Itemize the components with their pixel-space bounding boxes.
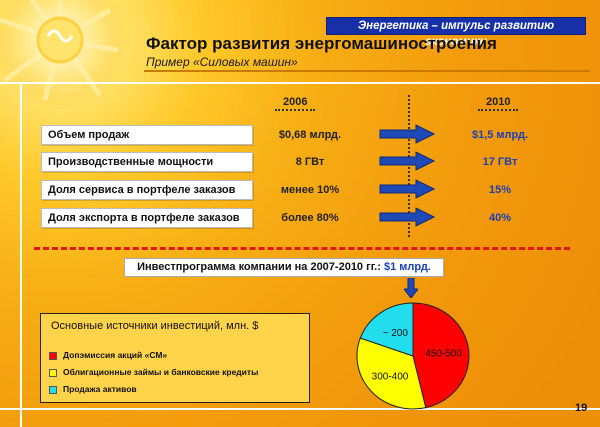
row-label-capacity: Производственные мощности bbox=[41, 152, 253, 172]
page-number: 19 bbox=[575, 402, 588, 414]
header-badge: Энергетика – импульс развитию экономики bbox=[326, 17, 586, 48]
legend-item-shares: Допэмиссия акций «СМ» bbox=[49, 350, 167, 360]
legend-box: Основные источники инвестиций, млн. $ До… bbox=[40, 313, 310, 403]
year-2010: 2010 bbox=[478, 96, 519, 111]
legend-swatch-yellow bbox=[49, 368, 57, 377]
frame-line-bottom bbox=[0, 408, 600, 410]
row-label-service: Доля сервиса в портфеле заказов bbox=[41, 180, 253, 200]
row-export-2006: более 80% bbox=[281, 212, 339, 224]
row-export-2010: 40% bbox=[488, 212, 512, 224]
row-label-export: Доля экспорта в портфеле заказов bbox=[41, 208, 253, 228]
frame-line-left bbox=[20, 82, 22, 427]
arrow-right-icon bbox=[379, 179, 436, 199]
legend-swatch-cyan bbox=[49, 385, 57, 394]
legend-swatch-red bbox=[49, 351, 57, 360]
row-sales-2010: $1,5 млрд. bbox=[471, 129, 529, 141]
legend-item-bonds: Облигационные займы и банковские кредиты bbox=[49, 367, 258, 377]
row-sales-2006: $0,68 млрд. bbox=[278, 129, 342, 141]
page-subtitle: Пример «Силовых машин» bbox=[146, 55, 298, 69]
header-divider bbox=[144, 70, 590, 72]
pie-label-1: 300-400 bbox=[372, 371, 409, 382]
row-service-2010: 15% bbox=[488, 184, 512, 196]
arrow-right-icon bbox=[379, 124, 436, 144]
pie-slice-0 bbox=[412, 302, 470, 409]
pie-label-0: 450-500 bbox=[425, 349, 462, 360]
legend-item-assets: Продажа активов bbox=[49, 384, 137, 394]
page-title: Фактор развития энергомашиностроения bbox=[146, 34, 497, 53]
section-divider bbox=[34, 247, 570, 250]
arrow-down-icon bbox=[404, 278, 418, 298]
invest-program-text: Инвестпрограмма компании на 2007-2010 гг… bbox=[137, 261, 384, 273]
arrow-right-icon bbox=[379, 151, 436, 171]
pie-label-2: ~ 200 bbox=[383, 328, 409, 339]
legend-title: Основные источники инвестиций, млн. $ bbox=[51, 320, 259, 332]
invest-program-box: Инвестпрограмма компании на 2007-2010 гг… bbox=[124, 258, 444, 277]
arrow-right-icon bbox=[379, 207, 436, 227]
invest-program-amount: $1 млрд. bbox=[383, 261, 431, 273]
year-2006: 2006 bbox=[275, 96, 316, 111]
sun-logo-icon bbox=[0, 0, 130, 110]
pie-slice-1 bbox=[356, 337, 427, 410]
row-service-2006: менее 10% bbox=[280, 184, 340, 196]
pie-slice-2 bbox=[359, 302, 414, 357]
frame-line-top bbox=[0, 82, 600, 84]
year-separator bbox=[408, 95, 410, 237]
pie-chart: 450-500 300-400 ~ 200 bbox=[356, 302, 470, 410]
row-label-sales: Объем продаж bbox=[41, 125, 253, 145]
row-capacity-2010: 17 ГВт bbox=[482, 156, 518, 168]
row-capacity-2006: 8 ГВт bbox=[295, 156, 325, 168]
